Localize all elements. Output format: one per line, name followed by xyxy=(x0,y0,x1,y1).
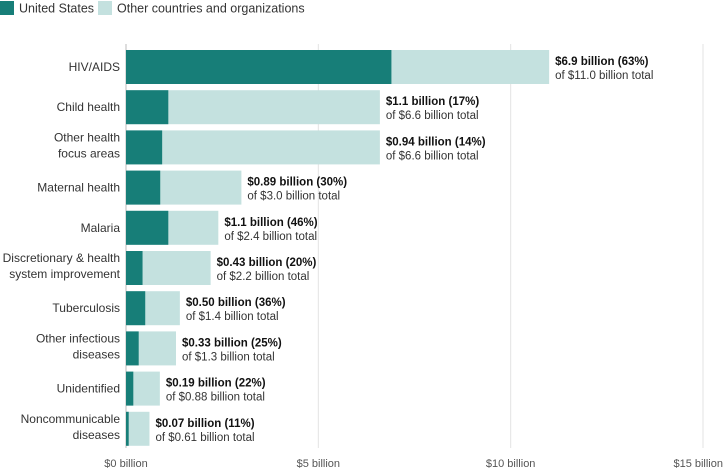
value-annotations: $6.9 billion (63%) of $11.0 billion total… xyxy=(155,56,653,444)
total-label-3: of $3.0 billion total xyxy=(247,191,340,203)
bar-other-1 xyxy=(126,90,380,125)
bar-us-5 xyxy=(126,251,143,285)
value-label-5: $0.43 billion (20%) xyxy=(217,257,317,269)
bar-us-6 xyxy=(126,291,146,326)
value-label-2: $0.94 billion (14%) xyxy=(386,136,486,148)
legend-label-0: United States xyxy=(19,2,94,16)
x-axis-ticks: $0 billion $5 billion $10 billion $15 billi… xyxy=(104,458,723,469)
total-label-2: of $6.6 billion total xyxy=(386,150,479,162)
total-label-1: of $6.6 billion total xyxy=(386,110,479,122)
category-label-2: Other health focus areas xyxy=(54,130,120,160)
bar-other-9 xyxy=(126,411,150,446)
bar-us-2 xyxy=(126,130,163,165)
legend-swatch-1 xyxy=(98,1,112,15)
bars xyxy=(126,50,550,446)
category-label-0: HIV/AIDS xyxy=(69,60,120,74)
category-label-3: Maternal health xyxy=(37,181,120,195)
value-label-7: $0.33 billion (25%) xyxy=(182,337,282,349)
total-label-5: of $2.2 billion total xyxy=(217,271,310,283)
category-label-8: Unidentified xyxy=(57,382,120,396)
total-label-7: of $1.3 billion total xyxy=(182,351,275,363)
x-tick-label-1: $5 billion xyxy=(297,458,340,469)
category-label-7: Other infectious diseases xyxy=(36,331,120,361)
value-label-0: $6.9 billion (63%) xyxy=(555,56,648,68)
x-tick-label-0: $0 billion xyxy=(104,458,147,469)
x-tick-label-2: $10 billion xyxy=(486,458,536,469)
total-label-0: of $11.0 billion total xyxy=(555,70,653,82)
value-label-3: $0.89 billion (30%) xyxy=(247,177,347,189)
x-tick-label-3: $15 billion xyxy=(673,458,723,469)
value-label-9: $0.07 billion (11%) xyxy=(155,418,254,430)
value-label-6: $0.50 billion (36%) xyxy=(186,297,286,309)
value-label-8: $0.19 billion (22%) xyxy=(166,378,266,390)
value-label-4: $1.1 billion (46%) xyxy=(224,217,317,229)
bar-us-7 xyxy=(126,331,139,366)
total-label-9: of $0.61 billion total xyxy=(155,432,254,444)
bar-us-3 xyxy=(126,170,161,205)
total-label-6: of $1.4 billion total xyxy=(186,311,279,323)
bar-us-8 xyxy=(126,371,134,406)
bar-us-0 xyxy=(126,50,392,84)
category-label-1: Child health xyxy=(57,100,120,114)
bar-other-2 xyxy=(126,130,380,165)
total-label-4: of $2.4 billion total xyxy=(224,231,317,243)
bar-us-4 xyxy=(126,210,169,245)
category-label-6: Tuberculosis xyxy=(52,301,120,315)
bar-us-1 xyxy=(126,90,169,125)
category-labels: HIV/AIDS Child health Other health focus ar… xyxy=(3,60,121,442)
total-label-8: of $0.88 billion total xyxy=(166,392,265,404)
legend-swatch-0 xyxy=(0,1,14,15)
category-label-5: Discretionary & health system improvement xyxy=(3,251,121,281)
legend: United States Other countries and organiz… xyxy=(0,1,305,16)
category-label-9: Noncommunicable diseases xyxy=(21,412,121,442)
category-label-4: Malaria xyxy=(81,221,121,235)
legend-label-1: Other countries and organizations xyxy=(117,2,305,16)
bar-us-9 xyxy=(126,411,129,446)
value-label-1: $1.1 billion (17%) xyxy=(386,96,479,108)
